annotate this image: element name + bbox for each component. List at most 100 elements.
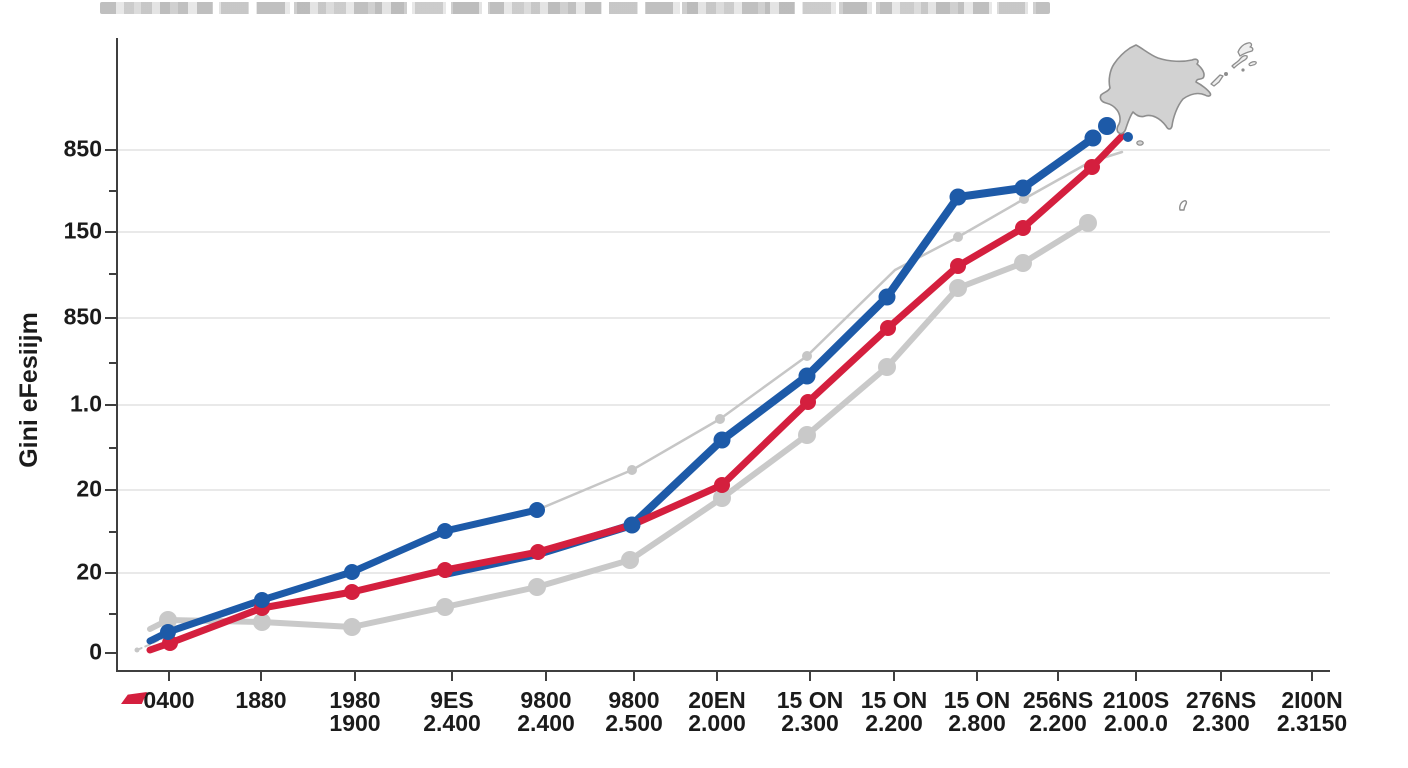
y-tick-label: 20: [76, 558, 102, 585]
series-red-point: [437, 562, 453, 578]
series-blue-segment-2-point: [949, 188, 967, 206]
series-gray-thick-point: [621, 551, 639, 569]
x-tick-label: 256NS 2.200: [998, 689, 1118, 735]
x-tick-line2: 2.500: [605, 710, 663, 736]
series-gray-thin-point: [802, 351, 812, 361]
y-tick-label: 20: [76, 475, 102, 502]
series-gray-thin-line: [535, 150, 1124, 512]
x-tick-line1: 1880: [235, 687, 287, 713]
x-tick-line2: 2.000: [688, 710, 746, 736]
series-blue-segment-1-point: [160, 624, 176, 640]
series-gray-thick-point: [713, 489, 731, 507]
kuril-islet-dot-1: [1224, 72, 1228, 76]
series-gray-thin-point: [715, 414, 725, 424]
series-red-point: [800, 394, 816, 410]
series-gray-thick-point: [1079, 214, 1097, 232]
series-red-point: [880, 320, 896, 336]
x-tick-line2: 2.300: [1192, 710, 1250, 736]
x-tick-line2: 2.300: [781, 710, 839, 736]
series-blue-segment-2-point: [1084, 129, 1102, 147]
x-tick-label: 9800 2.500: [574, 689, 694, 735]
x-tick-line1: 9800: [520, 687, 572, 713]
series-blue-segment-2-point: [623, 516, 641, 534]
series-gray-thin-point: [953, 232, 963, 242]
series-gray-thick-point: [436, 598, 454, 616]
series-blue-segment-2-point: [878, 288, 896, 306]
x-tick-line2: 2.400: [423, 710, 481, 736]
x-tick-label: 15 ON 2.200: [834, 689, 954, 735]
x-tick-label: 20EN 2.000: [657, 689, 777, 735]
series-gray-thick-point: [528, 578, 546, 596]
distant-islet: [1179, 200, 1188, 211]
series-red-point: [950, 258, 966, 274]
x-tick-line1: 276NS: [1185, 687, 1257, 713]
x-tick-line1: 0400: [143, 687, 195, 713]
x-tick-line2: 2.3150: [1276, 710, 1348, 736]
x-tick-label: 2100S 2.00.0: [1076, 689, 1196, 735]
x-tick-label: 15 ON 2.800: [917, 689, 1037, 735]
x-tick-label: 15 ON 2.300: [750, 689, 870, 735]
series-blue-segment-2-point: [713, 431, 731, 449]
series-blue-segment-1-point: [344, 564, 360, 580]
hokkaido-main-island: [1099, 44, 1212, 135]
series-blue-segment-1-point: [254, 592, 270, 608]
x-tick-line1: 9ES: [430, 687, 474, 713]
series-gray-thick-point: [1014, 254, 1032, 272]
series-gray-thin-point: [627, 465, 637, 475]
series-red-line: [146, 132, 1126, 654]
x-tick-label: 276NS 2.300: [1161, 689, 1281, 735]
series-red-point: [1084, 159, 1100, 175]
series-red-point: [530, 544, 546, 560]
y-tick-label: 150: [63, 217, 102, 244]
series-red-point: [714, 477, 730, 493]
series-blue-isolated-dots-point: [1098, 117, 1116, 135]
kuril-islet-1: [1210, 74, 1224, 87]
series-blue-segment-2-point: [798, 367, 816, 385]
x-tick-line1: 15 ON: [943, 687, 1011, 713]
x-tick-line1: 256NS: [1022, 687, 1094, 713]
series-gray-thick-point: [343, 618, 361, 636]
series-gray-thick-point: [798, 426, 816, 444]
series-gray-thin-point: [1019, 194, 1029, 204]
series-blue-segment-2-point: [1014, 179, 1032, 197]
kuril-islet-3: [1237, 42, 1254, 57]
series-gray-dashed-start-point: [134, 647, 140, 653]
y-tick-label: 850: [63, 303, 102, 330]
series-red-point: [1015, 220, 1031, 236]
series-red-point: [344, 584, 360, 600]
y-tick-label: 0: [89, 638, 102, 665]
x-tick-line2: 2.00.0: [1104, 710, 1168, 736]
y-tick-label: 1.0: [70, 390, 102, 417]
x-tick-line1: 9800: [608, 687, 660, 713]
x-tick-line2: 2.200: [865, 710, 923, 736]
x-tick-label: 2I00N 2.3150: [1252, 689, 1372, 735]
x-tick-line1: 2100S: [1102, 687, 1170, 713]
series-blue-segment-1-point: [529, 502, 545, 518]
x-tick-line1: 2I00N: [1281, 687, 1343, 713]
x-tick-line1: 15 ON: [776, 687, 844, 713]
series-gray-thick-point: [949, 279, 967, 297]
x-tick-line2: 2.800: [948, 710, 1006, 736]
axis-lines: [116, 38, 1330, 672]
x-tick-line2: 2.400: [517, 710, 575, 736]
kuril-islet-2: [1231, 54, 1248, 69]
x-tick-label: 0400: [109, 689, 229, 712]
x-tick-line2: 2.200: [1029, 710, 1087, 736]
x-tick-label: 1980 1900: [295, 689, 415, 735]
small-islet: [1136, 140, 1144, 146]
x-tick-line1: 15 ON: [860, 687, 928, 713]
x-tick-line2: 1900: [329, 710, 381, 736]
series-gray-thick-point: [253, 613, 271, 631]
x-tick-label: 9ES 2.400: [392, 689, 512, 735]
kuril-islet-4: [1248, 61, 1257, 67]
series-gray-dashed-start-line: [136, 636, 166, 651]
x-tick-label: 1880: [201, 689, 321, 712]
series-gray-thick-point: [159, 611, 177, 629]
x-tick-line1: 20EN: [688, 687, 746, 713]
kuril-islet-dot-2: [1241, 68, 1245, 72]
cropped-title-remnant: [100, 2, 1050, 14]
series-gray-thick-point: [878, 358, 896, 376]
y-tick-label: 850: [63, 135, 102, 162]
